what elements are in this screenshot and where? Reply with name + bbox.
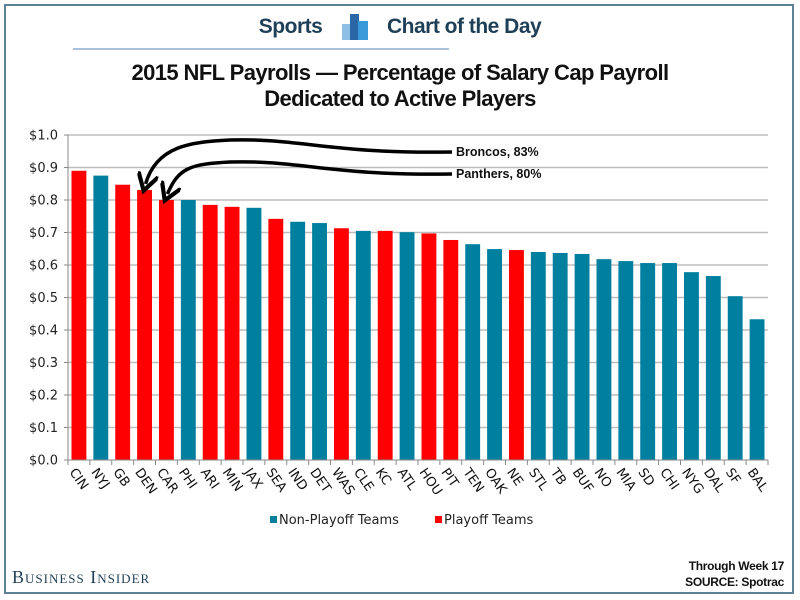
x-tick-label: BAL xyxy=(744,466,771,496)
x-tick-label: SF xyxy=(722,466,743,487)
bar-nyg xyxy=(684,272,699,460)
legend: Non-Playoff Teams Playoff Teams xyxy=(270,513,534,528)
x-tick-label: MIN xyxy=(219,466,246,495)
x-tick-label: HOU xyxy=(416,466,445,499)
legend-swatch xyxy=(270,516,277,523)
bar-ten xyxy=(465,244,481,460)
bar-chi xyxy=(662,263,677,460)
footer-source: SOURCE: Spotrac xyxy=(685,575,784,589)
bar-sd xyxy=(640,263,656,460)
y-tick-label: $0.5 xyxy=(29,291,58,306)
x-tick-label: IND xyxy=(284,466,310,494)
annotations: Broncos, 83% Panthers, 80% xyxy=(146,138,541,194)
y-tick-label: $0.0 xyxy=(29,454,58,469)
y-tick-label: $0.8 xyxy=(29,194,58,209)
bar-kc xyxy=(377,230,393,460)
x-tick-label: NYG xyxy=(678,466,706,497)
y-tick-label: $0.4 xyxy=(29,324,58,339)
bar-den xyxy=(137,189,152,461)
bar-bal xyxy=(749,319,765,460)
bar-chart-icon xyxy=(341,14,368,40)
bar-dal xyxy=(705,276,721,460)
annotation-label: Broncos, 83% xyxy=(456,145,539,159)
bar-det xyxy=(312,223,327,460)
bar-sf xyxy=(727,296,743,460)
x-tick-label: DEN xyxy=(131,466,159,498)
annotation-arrow xyxy=(167,160,453,194)
legend-label: Non-Playoff Teams xyxy=(279,513,399,528)
x-tick-label: CAR xyxy=(153,466,181,497)
bar-atl xyxy=(399,232,415,460)
bar-sea xyxy=(268,218,284,460)
y-tick-label: $0.2 xyxy=(29,389,58,404)
bar-ne xyxy=(509,250,524,460)
bar-hou xyxy=(421,233,437,460)
bar-ind xyxy=(290,221,306,460)
chart-frame xyxy=(4,4,794,594)
y-tick-label: $1.0 xyxy=(29,129,58,144)
brand-logo: Business Insider xyxy=(12,567,151,587)
bar-cin xyxy=(71,170,87,460)
legend-label: Playoff Teams xyxy=(444,513,534,528)
x-axis: CINNYJGBDENCARPHIARIMINJAXSEAINDDETWASCL… xyxy=(66,459,771,499)
x-tick-label: GB xyxy=(109,466,132,490)
x-tick-label: JAX xyxy=(240,465,265,492)
banner-title: Chart of the Day xyxy=(387,15,542,38)
x-tick-label: DET xyxy=(306,466,333,496)
bar-oak xyxy=(487,249,502,460)
bar-tb xyxy=(552,252,568,460)
x-tick-label: ARI xyxy=(197,466,222,492)
bar-nyj xyxy=(93,175,109,460)
x-tick-label: SEA xyxy=(263,466,290,495)
bar-pit xyxy=(443,239,459,460)
x-tick-label: WAS xyxy=(328,466,357,499)
y-tick-label: $0.7 xyxy=(29,226,58,241)
x-tick-label: NYJ xyxy=(88,466,113,492)
footer-note: Through Week 17 xyxy=(688,559,785,573)
y-axis: $0.0 $0.1 $0.2 $0.3 $0.4 $0.5 $0.6 $0.7 $0.8 $0.9… xyxy=(29,129,69,469)
x-tick-label: ATL xyxy=(394,466,420,494)
y-tick-label: $0.3 xyxy=(29,356,58,371)
chart-title: 2015 NFL Payrolls — Percentage of Salary… xyxy=(0,60,800,112)
bar-no xyxy=(596,259,612,460)
banner-section-label: Sports xyxy=(258,15,323,38)
x-tick-label: MIA xyxy=(613,466,639,494)
y-tick-label: $0.6 xyxy=(29,259,58,274)
bar-cle xyxy=(355,230,371,460)
legend-swatch xyxy=(435,516,442,523)
bars xyxy=(71,170,765,461)
bar-mia xyxy=(618,261,634,460)
x-tick-label: DAL xyxy=(700,466,728,496)
y-tick-label: $0.1 xyxy=(29,421,58,436)
x-tick-label: BUF xyxy=(569,466,596,496)
banner: Sports Chart of the Day xyxy=(0,14,800,40)
bar-phi xyxy=(180,200,196,460)
chart-title-line2: Dedicated to Active Players xyxy=(264,86,536,111)
bar-car xyxy=(159,200,174,460)
footer-notes: Through Week 17 SOURCE: Spotrac xyxy=(685,558,784,590)
bar-was xyxy=(334,228,349,460)
annotation-label: Panthers, 80% xyxy=(456,167,541,181)
banner-divider xyxy=(73,48,449,50)
bar-gb xyxy=(115,184,131,460)
chart-title-line1: 2015 NFL Payrolls — Percentage of Salary… xyxy=(131,60,670,85)
y-tick-label: $0.9 xyxy=(29,161,58,176)
x-tick-label: STL xyxy=(525,466,551,494)
bar-buf xyxy=(574,253,590,460)
x-tick-label: OAK xyxy=(481,466,509,497)
bar-stl xyxy=(530,252,546,460)
x-tick-label: CHI xyxy=(656,466,681,493)
x-tick-label: TEN xyxy=(459,465,487,496)
bar-min xyxy=(224,206,240,460)
x-tick-label: CIN xyxy=(66,466,91,493)
bar-jax xyxy=(246,207,262,460)
annotation-arrow xyxy=(146,138,453,184)
bar-ari xyxy=(202,204,218,460)
